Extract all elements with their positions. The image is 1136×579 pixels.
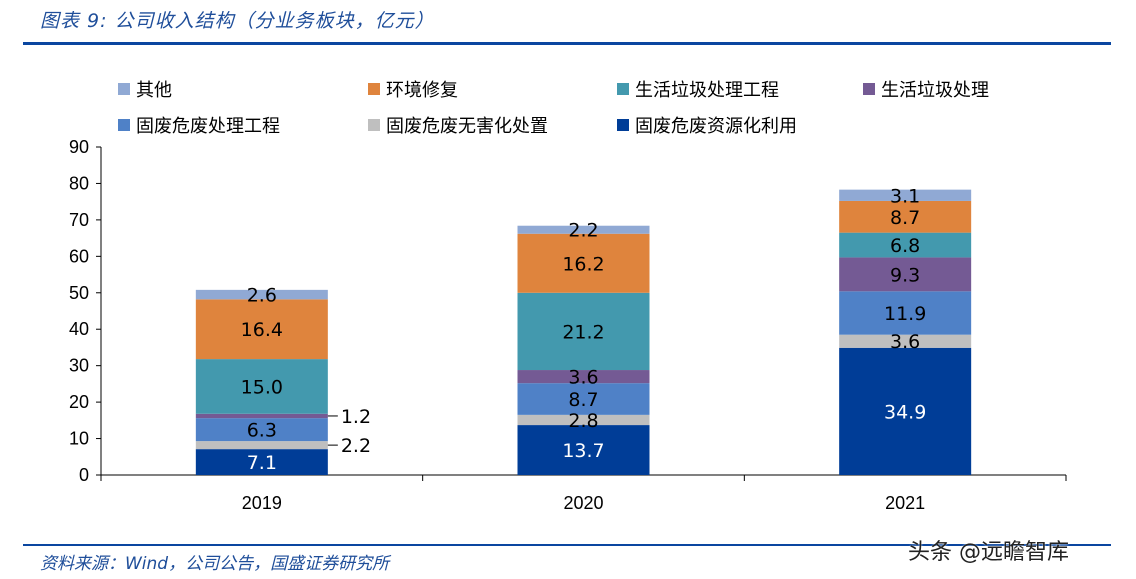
data-label: 13.7: [562, 440, 604, 462]
data-label: 34.9: [884, 401, 926, 423]
bar-segment: [195, 359, 328, 414]
y-tick-label: 50: [69, 283, 89, 303]
data-label: 2.6: [247, 285, 277, 307]
chart-title: 图表 9: 公司收入结构（分业务板块，亿元）: [40, 10, 435, 32]
bar-segment: [195, 289, 328, 300]
data-label: 3.1: [890, 185, 920, 207]
bar-segment: [195, 418, 328, 442]
source-note: 资料来源：Wind，公司公告，国盛证券研究所: [40, 554, 390, 574]
y-tick-label: 80: [69, 173, 89, 193]
bar-segment: [195, 413, 328, 419]
data-label: 2.8: [568, 410, 598, 432]
legend-swatch: [617, 83, 629, 95]
data-label: 7.1: [247, 452, 277, 474]
bar-segment: [839, 291, 972, 335]
data-label: 16.4: [241, 319, 283, 341]
y-tick-label: 20: [69, 392, 89, 412]
data-label: 9.3: [890, 264, 920, 286]
footer-divider: [23, 544, 1111, 546]
title-divider: [23, 42, 1111, 45]
bar-segment: [839, 232, 972, 258]
legend-swatch: [118, 83, 130, 95]
data-label: 6.3: [247, 420, 277, 442]
y-tick-label: 30: [69, 356, 89, 376]
bar-segment: [517, 414, 650, 426]
y-tick-label: 90: [69, 137, 89, 157]
legend-swatch: [118, 119, 130, 131]
data-label: 15.0: [241, 376, 283, 398]
data-label: 3.6: [890, 331, 920, 353]
bar-segment: [839, 189, 972, 201]
data-label: 21.2: [562, 321, 604, 343]
bar-segment: [517, 383, 650, 415]
bar-segment: [195, 441, 328, 450]
legend-label: 环境修复: [386, 80, 458, 101]
data-label: 8.7: [890, 207, 920, 229]
data-label: 6.8: [890, 235, 920, 257]
data-label: 3.6: [568, 367, 598, 389]
bar-segment: [517, 425, 650, 475]
data-label: 2.2: [568, 220, 598, 242]
x-tick-label: 2019: [242, 493, 282, 513]
legend-swatch: [617, 119, 629, 131]
legend-swatch: [368, 83, 380, 95]
bar-segment: [195, 299, 328, 360]
bar-segment: [517, 292, 650, 371]
bar-segment: [839, 334, 972, 348]
bar-segment: [195, 449, 328, 475]
data-label: 1.2: [341, 406, 371, 428]
x-tick-label: 2021: [885, 493, 925, 513]
y-tick-label: 40: [69, 319, 89, 339]
data-label: 16.2: [562, 253, 604, 275]
legend-swatch: [368, 119, 380, 131]
y-tick-label: 60: [69, 246, 89, 266]
y-tick-label: 10: [69, 429, 89, 449]
legend-label: 固废危废无害化处置: [386, 116, 548, 137]
bar-segment: [839, 257, 972, 292]
bar-segment: [517, 225, 650, 234]
data-label: 11.9: [884, 303, 926, 325]
x-tick-label: 2020: [563, 493, 603, 513]
bar-segment: [839, 200, 972, 233]
legend-label: 固废危废资源化利用: [635, 116, 797, 137]
bar-segment: [517, 233, 650, 293]
data-label: 2.2: [341, 435, 371, 457]
legend-label: 固废危废处理工程: [136, 116, 280, 137]
legend-swatch: [863, 83, 875, 95]
watermark: 头条 @远瞻智库: [908, 540, 1069, 565]
legend-label: 其他: [136, 80, 172, 101]
data-label: 8.7: [568, 389, 598, 411]
y-tick-label: 70: [69, 210, 89, 230]
legend-label: 生活垃圾处理: [881, 80, 989, 101]
bar-segment: [517, 370, 650, 384]
legend-label: 生活垃圾处理工程: [635, 80, 779, 101]
y-tick-label: 0: [79, 465, 89, 485]
bar-segment: [839, 347, 972, 475]
